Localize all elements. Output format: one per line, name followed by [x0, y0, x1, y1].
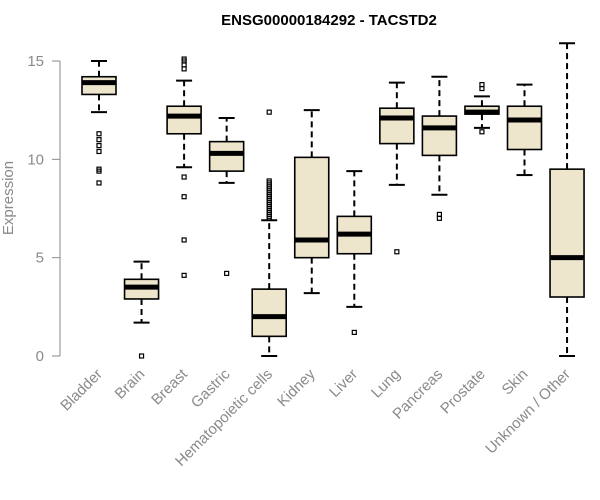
x-tick-label: Kidney	[274, 365, 319, 410]
box-iqr	[506, 105, 543, 151]
x-tick-label: Prostate	[437, 366, 489, 418]
box-iqr	[379, 107, 415, 145]
x-tick-label: Bladder	[57, 366, 106, 415]
y-tick-label: 10	[27, 151, 44, 168]
box-lung	[379, 81, 415, 255]
box-gastric	[208, 117, 245, 276]
outlier-point	[181, 272, 187, 278]
box-iqr	[421, 115, 458, 157]
outlier-point	[96, 148, 102, 155]
outlier-point	[479, 129, 485, 135]
chart-title: ENSG00000184292 - TACSTD2	[221, 12, 437, 29]
x-tick-label: Skin	[499, 366, 532, 399]
y-tick-label: 5	[36, 250, 44, 267]
box-liver	[336, 170, 373, 335]
box-bladder	[81, 60, 117, 186]
box-iqr	[549, 168, 585, 298]
outlier-point	[394, 249, 400, 255]
box-skin	[506, 83, 543, 177]
x-tick-label: Brain	[112, 366, 149, 403]
outlier-point	[479, 85, 485, 92]
box-iqr	[166, 105, 202, 135]
y-tick-label: 0	[36, 348, 44, 365]
x-tick-label: Breast	[148, 365, 191, 408]
y-tick-label: 15	[27, 53, 44, 70]
box-unknown-other	[549, 42, 585, 357]
outlier-point	[351, 329, 357, 335]
outlier-point	[96, 168, 102, 174]
outlier-point	[436, 215, 442, 221]
outlier-point	[266, 109, 272, 115]
box-series	[81, 42, 585, 359]
outlier-point	[266, 215, 272, 221]
box-brain	[123, 260, 160, 359]
box-pancreas	[421, 75, 458, 221]
box-kidney	[293, 109, 330, 295]
box-hematopoietic-cells	[251, 109, 287, 357]
outlier-point	[138, 353, 145, 359]
outlier-point	[181, 194, 187, 200]
x-tick-label: Lung	[368, 366, 404, 402]
outlier-point	[224, 270, 230, 276]
box-iqr	[293, 156, 330, 259]
box-prostate	[464, 81, 500, 135]
box-breast	[166, 56, 202, 278]
box-iqr	[251, 288, 287, 338]
outlier-point	[96, 137, 102, 143]
y-axis: 0 5 10 15	[27, 53, 61, 365]
outlier-point	[96, 142, 102, 149]
outlier-point	[181, 66, 187, 72]
outlier-point	[96, 131, 102, 137]
box-iqr	[81, 75, 117, 96]
outlier-point	[96, 180, 102, 186]
box-iqr	[208, 140, 245, 172]
outlier-point	[181, 237, 187, 243]
x-tick-label: Liver	[326, 366, 361, 401]
y-axis-label: Expression	[0, 161, 17, 235]
outlier-point	[181, 174, 187, 180]
